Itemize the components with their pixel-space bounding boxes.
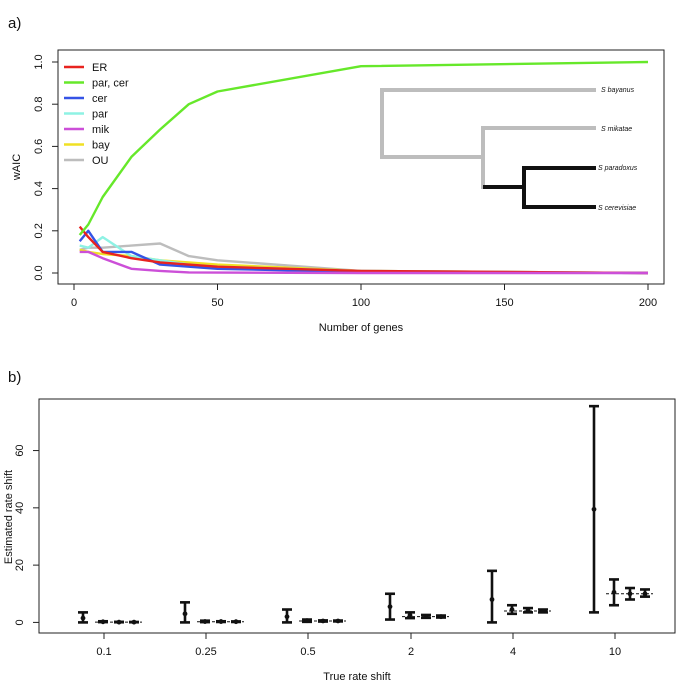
species-label-bayanus: S bayanus bbox=[601, 87, 635, 94]
series-line-mik bbox=[79, 250, 648, 275]
panel-a: a) 0 50 100 150 200 0.0 0.2 0.4 0.6 0.8 1.0 Number… bbox=[8, 15, 665, 334]
estimate-point bbox=[131, 619, 137, 625]
estimate-point bbox=[80, 615, 86, 621]
panel-b-x-tick-label: 2 bbox=[408, 646, 414, 658]
panel-b-x-tick-label: 0.1 bbox=[96, 646, 111, 658]
panel-a-series bbox=[78, 60, 649, 275]
panel-a-x-label: Number of genes bbox=[319, 322, 404, 334]
species-label-mikatae: S mikatae bbox=[601, 126, 632, 133]
panel-a-axes: 0 50 100 150 200 0.0 0.2 0.4 0.6 0.8 1.0 bbox=[33, 54, 657, 309]
panel-b-x-tick-label: 4 bbox=[510, 646, 516, 658]
estimate-point bbox=[438, 614, 444, 620]
panel-a-y-tick-label: 0.8 bbox=[33, 97, 45, 112]
series-line-cer bbox=[78, 229, 649, 275]
estimate-point bbox=[423, 613, 429, 619]
panel-a-x-tick-label: 0 bbox=[71, 297, 77, 309]
legend-label: OU bbox=[92, 155, 109, 167]
series-line-ou bbox=[79, 242, 649, 275]
legend-label: ER bbox=[92, 62, 107, 74]
estimate-point bbox=[627, 591, 633, 597]
legend-label: par bbox=[92, 109, 108, 121]
estimate-point bbox=[387, 604, 393, 610]
panel-a-y-tick-label: 0.0 bbox=[33, 265, 45, 280]
panel-b-y-tick-label: 20 bbox=[14, 559, 26, 571]
panel-a-label: a) bbox=[8, 15, 21, 32]
panel-b: b) 0.1 0.25 0.5 2 4 10 0 20 40 60 True rate shift… bbox=[3, 369, 676, 683]
series-line-er bbox=[78, 225, 649, 275]
estimate-point bbox=[540, 608, 546, 614]
estimate-point bbox=[525, 607, 531, 613]
panel-b-y-tick-label: 40 bbox=[14, 502, 26, 514]
series-line-par--cer bbox=[78, 60, 649, 236]
estimate-point bbox=[591, 506, 597, 512]
panel-a-x-tick-label: 100 bbox=[352, 297, 370, 309]
panel-b-y-label: Estimated rate shift bbox=[3, 470, 15, 564]
panel-b-y-tick-label: 0 bbox=[14, 619, 26, 625]
estimate-point bbox=[407, 612, 413, 618]
estimate-point bbox=[642, 591, 648, 597]
panel-a-y-tick-label: 0.2 bbox=[33, 223, 45, 238]
panel-b-marks bbox=[78, 404, 653, 625]
panel-a-y-tick-label: 0.6 bbox=[33, 139, 45, 154]
estimate-point bbox=[509, 607, 515, 612]
estimate-point bbox=[233, 619, 239, 625]
panel-a-x-tick-label: 200 bbox=[639, 297, 657, 309]
estimate-point bbox=[218, 619, 224, 624]
panel-b-y-tick-label: 60 bbox=[14, 444, 26, 456]
panel-b-label: b) bbox=[8, 369, 21, 386]
panel-a-x-tick-label: 50 bbox=[211, 297, 223, 309]
legend: ER par, cer cer par mik bay OU bbox=[64, 62, 129, 167]
legend-label: cer bbox=[92, 93, 108, 105]
panel-a-y-tick-label: 0.4 bbox=[33, 181, 45, 196]
estimate-point bbox=[202, 619, 208, 624]
panel-b-plot-frame bbox=[38, 398, 676, 634]
panel-a-y-tick-label: 1.0 bbox=[33, 54, 45, 69]
panel-a-y-label: wAIC bbox=[11, 154, 23, 181]
legend-label: bay bbox=[92, 140, 110, 152]
estimate-point bbox=[489, 597, 495, 602]
panel-b-x-tick-label: 10 bbox=[609, 646, 621, 658]
legend-label: par, cer bbox=[92, 78, 129, 90]
estimate-point bbox=[335, 618, 341, 624]
species-label-cerevisiae: S cerevisiae bbox=[598, 205, 636, 212]
estimate-point bbox=[320, 618, 326, 624]
phylogenetic-tree: S bayanus S mikatae S paradoxus S cerevi… bbox=[380, 87, 638, 212]
legend-label: mik bbox=[92, 124, 110, 136]
estimate-point bbox=[100, 619, 106, 625]
panel-b-axes: 0.1 0.25 0.5 2 4 10 0 20 40 60 bbox=[14, 444, 621, 658]
estimate-point bbox=[284, 614, 290, 620]
panel-b-x-tick-label: 0.5 bbox=[300, 646, 315, 658]
estimate-point bbox=[116, 619, 122, 625]
panel-b-x-label: True rate shift bbox=[323, 671, 390, 683]
panel-a-x-tick-label: 150 bbox=[495, 297, 513, 309]
estimate-point bbox=[304, 618, 310, 624]
estimate-point bbox=[611, 589, 617, 595]
estimate-point bbox=[182, 611, 188, 617]
panel-b-x-tick-label: 0.25 bbox=[195, 646, 216, 658]
series-line-par bbox=[79, 235, 649, 275]
species-label-paradoxus: S paradoxus bbox=[598, 165, 638, 172]
